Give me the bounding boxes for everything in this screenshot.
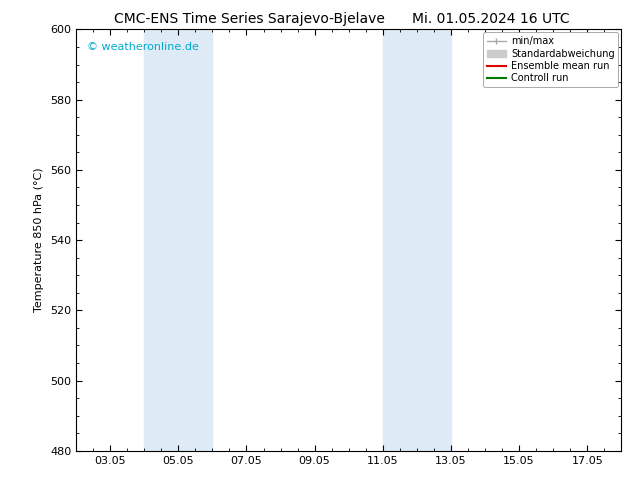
Bar xyxy=(417,29,451,451)
Bar xyxy=(178,29,212,451)
Text: © weatheronline.de: © weatheronline.de xyxy=(87,42,199,52)
Text: Mi. 01.05.2024 16 UTC: Mi. 01.05.2024 16 UTC xyxy=(412,12,570,26)
Bar xyxy=(144,29,178,451)
Text: CMC-ENS Time Series Sarajevo-Bjelave: CMC-ENS Time Series Sarajevo-Bjelave xyxy=(114,12,385,26)
Bar xyxy=(383,29,417,451)
Legend: min/max, Standardabweichung, Ensemble mean run, Controll run: min/max, Standardabweichung, Ensemble me… xyxy=(482,32,618,87)
Y-axis label: Temperature 850 hPa (°C): Temperature 850 hPa (°C) xyxy=(34,168,44,313)
